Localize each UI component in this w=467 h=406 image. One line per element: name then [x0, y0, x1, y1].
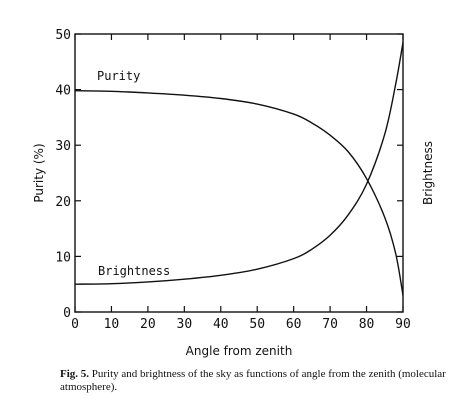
x-tick-label: 0: [71, 317, 79, 332]
y-tick-label: 0: [63, 306, 71, 321]
y-axis-title-left: Purity (%): [32, 143, 46, 202]
figure-caption-text: Purity and brightness of the sky as func…: [60, 368, 446, 393]
series-line-brightness: [74, 42, 404, 285]
y-axis-title-right: Brightness: [421, 141, 435, 205]
x-tick-label: 60: [286, 317, 302, 332]
chart: 0 10 20 30 40 50 60 70 80 90 0 10 20 30 40 50 Purity B…: [32, 28, 435, 358]
x-tick-label: 40: [213, 317, 229, 332]
y-tick-label: 30: [55, 139, 71, 154]
tick-marks: [74, 33, 404, 313]
y-tick-label: 20: [55, 195, 71, 210]
x-tick-label: 90: [395, 317, 411, 332]
y-tick-labels: 0 10 20 30 40 50: [55, 28, 71, 321]
series-line-purity: [74, 90, 404, 296]
x-axis-title: Angle from zenith: [186, 344, 293, 358]
x-tick-label: 50: [249, 317, 265, 332]
x-tick-label: 80: [359, 317, 375, 332]
figure-caption: Fig. 5. Purity and brightness of the sky…: [60, 368, 460, 394]
y-tick-label: 50: [55, 28, 71, 43]
x-tick-label: 30: [177, 317, 193, 332]
x-tick-labels: 0 10 20 30 40 50 60 70 80 90: [71, 317, 411, 332]
brightness-series-label: Brightness: [98, 264, 170, 278]
plot-frame: [74, 33, 404, 313]
x-tick-label: 10: [104, 317, 120, 332]
series-lines: [74, 42, 404, 296]
purity-series-label: Purity: [97, 69, 140, 83]
figure-caption-label: Fig. 5.: [60, 368, 90, 380]
x-tick-label: 70: [322, 317, 338, 332]
y-tick-label: 10: [55, 250, 71, 265]
y-tick-label: 40: [55, 84, 71, 99]
x-tick-label: 20: [140, 317, 156, 332]
